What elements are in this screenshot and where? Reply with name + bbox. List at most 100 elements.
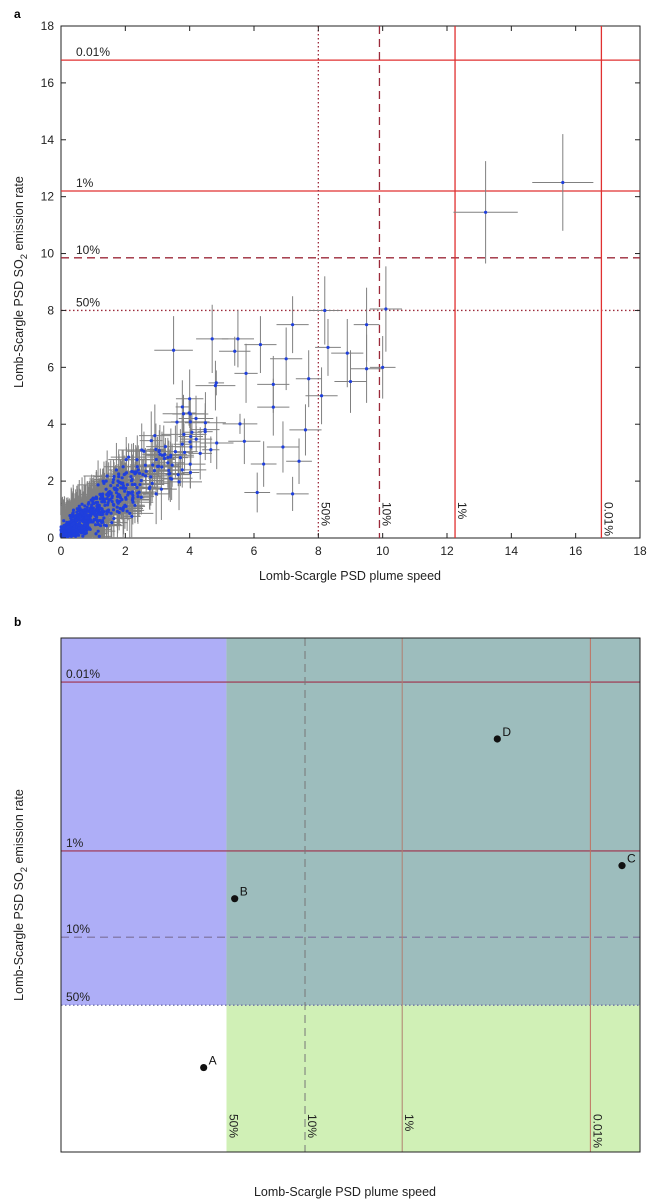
data-point (133, 482, 137, 487)
data-point (262, 462, 266, 466)
data-point (297, 459, 301, 463)
data-point (181, 412, 186, 416)
panel-a-threshold-labels: 0.01% 1% 10% 50% 50% 10% 1% 0.01% (76, 45, 615, 536)
data-point (180, 442, 184, 446)
data-point (87, 520, 92, 524)
data-point (110, 520, 114, 525)
y-tick-label: 6 (47, 360, 54, 374)
panel-a-error-bars (60, 134, 594, 538)
data-point (83, 507, 87, 512)
point-label-C: C (627, 852, 636, 866)
data-point (109, 511, 113, 515)
data-point (93, 523, 98, 527)
data-point (160, 465, 164, 469)
data-point (187, 411, 191, 415)
data-point (139, 495, 143, 499)
data-point (79, 511, 84, 515)
data-point (142, 449, 146, 453)
data-point (111, 508, 116, 512)
data-point (284, 357, 288, 361)
data-point (125, 483, 129, 487)
data-point (271, 405, 275, 409)
data-point (173, 449, 178, 454)
data-point (171, 348, 176, 352)
panel-b-x-axis-label: Lomb-Scargle PSD plume speed (254, 1185, 436, 1199)
data-point (188, 397, 192, 401)
data-point (143, 474, 148, 478)
panel-b-threshold-labels: 0.01% 1% 10% 50% 50% 10% 1% 0.01% (66, 667, 604, 1148)
threshold-label-x: 50% (318, 502, 332, 526)
data-point (71, 518, 75, 522)
panel-a-threshold-lines (61, 26, 640, 538)
data-point (149, 439, 153, 443)
threshold-label-y: 0.01% (76, 45, 110, 59)
data-point (209, 448, 213, 452)
data-point (122, 505, 126, 509)
data-point (151, 463, 155, 467)
data-point (117, 475, 121, 479)
data-point (154, 492, 158, 496)
data-point (214, 381, 218, 385)
data-point (78, 514, 82, 519)
panel-a-plot-frame (60, 25, 641, 539)
threshold-label-x: 1% (402, 1114, 416, 1132)
data-point (255, 490, 259, 495)
point-label-A: A (209, 1054, 217, 1068)
data-point (160, 453, 164, 457)
region-emission-high (61, 638, 227, 1006)
data-point (384, 307, 388, 311)
data-point (182, 432, 186, 436)
data-point (119, 507, 123, 511)
data-point (194, 437, 198, 441)
data-point (122, 472, 126, 477)
data-point (87, 500, 91, 505)
data-point (72, 529, 76, 533)
threshold-label-y: 1% (66, 836, 84, 850)
data-point (203, 430, 207, 434)
panel-b-shaded-regions (61, 638, 640, 1152)
data-point (303, 428, 308, 432)
x-tick-label: 10 (376, 544, 390, 558)
data-point (62, 519, 66, 523)
data-point (124, 497, 128, 501)
data-point (127, 455, 131, 459)
point-D (493, 735, 501, 743)
data-point (112, 486, 116, 490)
data-point (105, 493, 109, 497)
data-point (106, 508, 111, 512)
data-point (67, 529, 71, 533)
data-point (210, 337, 214, 341)
data-point (105, 474, 109, 478)
data-point (76, 530, 80, 534)
data-point (215, 441, 219, 445)
data-point (133, 503, 137, 507)
data-point (189, 434, 193, 439)
data-point (131, 496, 135, 500)
data-point (177, 480, 181, 484)
x-tick-label: 0 (58, 544, 65, 558)
data-point (291, 323, 295, 327)
x-tick-label: 18 (633, 544, 647, 558)
data-point (154, 447, 158, 451)
data-point (167, 468, 171, 473)
data-point (81, 534, 85, 538)
data-point (85, 505, 89, 510)
data-point (168, 471, 172, 476)
data-point (128, 511, 132, 516)
data-point (112, 474, 116, 479)
data-point (149, 475, 153, 479)
data-point (326, 345, 330, 350)
data-point (102, 481, 106, 485)
data-point (86, 513, 90, 518)
threshold-label-x: 10% (379, 502, 393, 526)
data-point (115, 483, 120, 488)
x-tick-label: 16 (569, 544, 583, 558)
data-point (116, 501, 120, 505)
data-point (95, 518, 99, 522)
threshold-label-y: 50% (76, 295, 100, 309)
data-point (103, 497, 107, 501)
data-point (62, 524, 66, 528)
x-tick-label: 2 (122, 544, 129, 558)
data-point (111, 480, 115, 484)
data-point (120, 498, 124, 502)
